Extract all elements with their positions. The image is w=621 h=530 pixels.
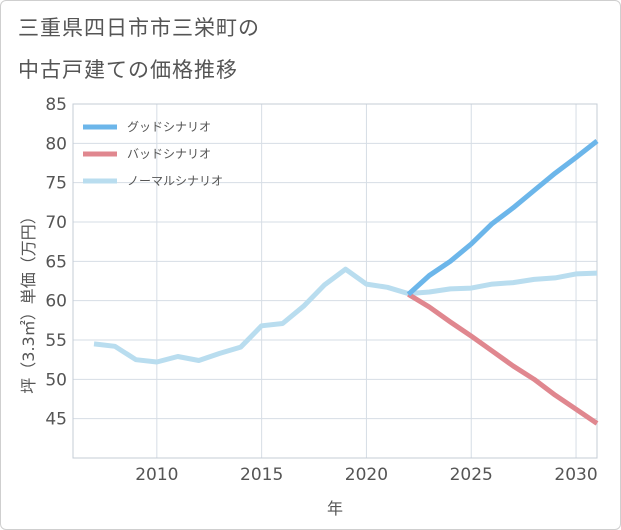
y-tick-label: 65	[45, 252, 67, 272]
chart-title-line2: 中古戸建ての価格推移	[18, 58, 238, 82]
x-tick-label: 2020	[345, 465, 388, 485]
x-tick-label: 2025	[450, 465, 493, 485]
series-line-1	[407, 292, 599, 426]
legend-item: グッドシナリオ	[83, 120, 211, 134]
y-tick-label: 85	[45, 95, 67, 115]
legend-label: バッドシナリオ	[127, 147, 211, 161]
x-axis-ticks: 2010 2015 2020 2025 2030	[135, 465, 597, 485]
legend-label: ノーマルシナリオ	[127, 174, 223, 188]
y-axis-ticks: 45 50 55 60 65 70 75 80 85	[45, 95, 67, 430]
y-tick-label: 50	[45, 370, 67, 390]
plot-area	[72, 103, 598, 459]
x-tick-label: 2015	[240, 465, 283, 485]
x-tick-label: 2010	[135, 465, 178, 485]
y-tick-label: 60	[45, 292, 67, 312]
y-tick-label: 55	[45, 331, 67, 351]
y-tick-label: 70	[45, 213, 67, 233]
series-line-2	[93, 266, 598, 365]
y-tick-label: 75	[45, 174, 67, 194]
legend-item: バッドシナリオ	[83, 147, 211, 161]
chart-title-line1: 三重県四日市市三栄町の	[18, 16, 260, 40]
y-tick-label: 80	[45, 134, 67, 154]
y-tick-label: 45	[45, 410, 67, 430]
legend-item: ノーマルシナリオ	[83, 174, 223, 188]
y-axis-label: 坪（3.3㎡）単価（万円）	[19, 208, 38, 393]
legend-label: グッドシナリオ	[127, 120, 211, 134]
series-line-0	[406, 139, 599, 297]
series-layer	[93, 139, 599, 426]
x-axis-label: 年	[327, 499, 343, 518]
grid-lines	[73, 103, 597, 458]
x-tick-label: 2030	[554, 465, 597, 485]
